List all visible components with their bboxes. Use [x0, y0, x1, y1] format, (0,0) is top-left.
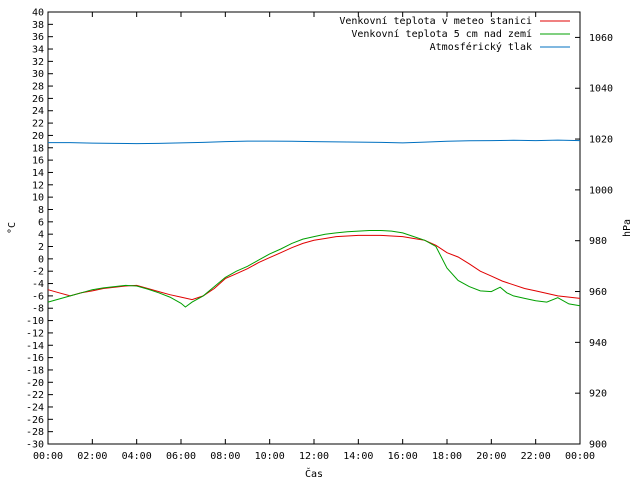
left-tick-label: -18: [26, 365, 44, 376]
left-tick-label: -28: [26, 427, 44, 438]
left-tick-label: 16: [32, 156, 44, 167]
series-line-outdoor-station: [47, 234, 581, 301]
left-tick-label: -14: [26, 341, 44, 352]
right-tick-label: 920: [589, 389, 607, 400]
left-tick-label: -6: [32, 291, 44, 302]
left-tick-label: 6: [38, 217, 44, 228]
left-tick-label: 24: [32, 106, 44, 117]
left-tick-label: 32: [32, 57, 44, 68]
left-tick-label: 34: [32, 45, 44, 56]
legend: Venkovní teplota v meteo stanici Venkovn…: [339, 15, 570, 53]
x-axis-ticks: 00:00 02:00 04:00 06:00 08:00 10:00 12:00 14:00…: [33, 12, 595, 462]
right-tick-label: 900: [589, 440, 607, 451]
left-tick-label: -22: [26, 390, 44, 401]
x-tick-label: 08:00: [210, 451, 240, 462]
left-tick-label: -2: [32, 267, 44, 278]
series-line-pressure: [48, 139, 581, 145]
left-tick-label: 20: [32, 131, 44, 142]
right-tick-label: 960: [589, 287, 607, 298]
right-tick-label: 940: [589, 338, 607, 349]
left-tick-label: 22: [32, 119, 44, 130]
series-line-ground-5cm: [47, 230, 581, 308]
x-tick-label: 04:00: [122, 451, 152, 462]
left-tick-label: 26: [32, 94, 44, 105]
series-lines: [47, 139, 581, 308]
left-tick-label: -26: [26, 415, 44, 426]
left-tick-label: 40: [32, 8, 44, 19]
left-axis-ticks: -30-28-26-24-22-20-18-16-14-12-10-8-6-4-…: [26, 8, 53, 451]
left-tick-label: 0: [38, 254, 44, 265]
x-tick-label: 02:00: [77, 451, 107, 462]
left-tick-label: -30: [26, 440, 44, 451]
legend-label-ground-5cm: Venkovní teplota 5 cm nad zemí: [351, 28, 532, 40]
left-tick-label: 10: [32, 193, 44, 204]
right-tick-label: 1040: [589, 84, 613, 95]
x-tick-label: 12:00: [299, 451, 329, 462]
left-tick-label: 12: [32, 180, 44, 191]
right-tick-label: 980: [589, 236, 607, 247]
y-axis-right-title: hPa: [622, 219, 633, 237]
x-axis-title: Čas: [305, 467, 323, 480]
right-tick-label: 1060: [589, 33, 613, 44]
x-tick-label: 10:00: [255, 451, 285, 462]
right-tick-label: 1020: [589, 135, 613, 146]
left-tick-label: 38: [32, 20, 44, 31]
x-tick-label: 00:00: [33, 451, 63, 462]
left-tick-label: 36: [32, 32, 44, 43]
left-tick-label: -12: [26, 328, 44, 339]
left-tick-label: -8: [32, 304, 44, 315]
x-tick-label: 14:00: [343, 451, 373, 462]
left-tick-label: 4: [38, 230, 44, 241]
left-tick-label: 18: [32, 143, 44, 154]
x-tick-label: 06:00: [166, 451, 196, 462]
left-tick-label: -10: [26, 316, 44, 327]
left-tick-label: 2: [38, 242, 44, 253]
left-tick-label: 14: [32, 168, 44, 179]
legend-label-outdoor-station: Venkovní teplota v meteo stanici: [339, 15, 532, 27]
x-tick-label: 00:00: [565, 451, 595, 462]
left-tick-label: 30: [32, 69, 44, 80]
x-tick-label: 18:00: [432, 451, 462, 462]
x-tick-label: 22:00: [521, 451, 551, 462]
left-tick-label: 8: [38, 205, 44, 216]
left-tick-label: -4: [32, 279, 44, 290]
legend-label-pressure: Atmosférický tlak: [430, 41, 532, 53]
left-tick-label: -20: [26, 378, 44, 389]
x-tick-label: 20:00: [476, 451, 506, 462]
right-tick-label: 1000: [589, 185, 613, 196]
x-tick-label: 16:00: [388, 451, 418, 462]
left-tick-label: 28: [32, 82, 44, 93]
left-tick-label: -16: [26, 353, 44, 364]
right-axis-ticks: 900 920 940 960 980 1000 1020 1040 1060: [575, 33, 613, 451]
left-tick-label: -24: [26, 402, 44, 413]
y-axis-left-title: °C: [7, 222, 18, 234]
